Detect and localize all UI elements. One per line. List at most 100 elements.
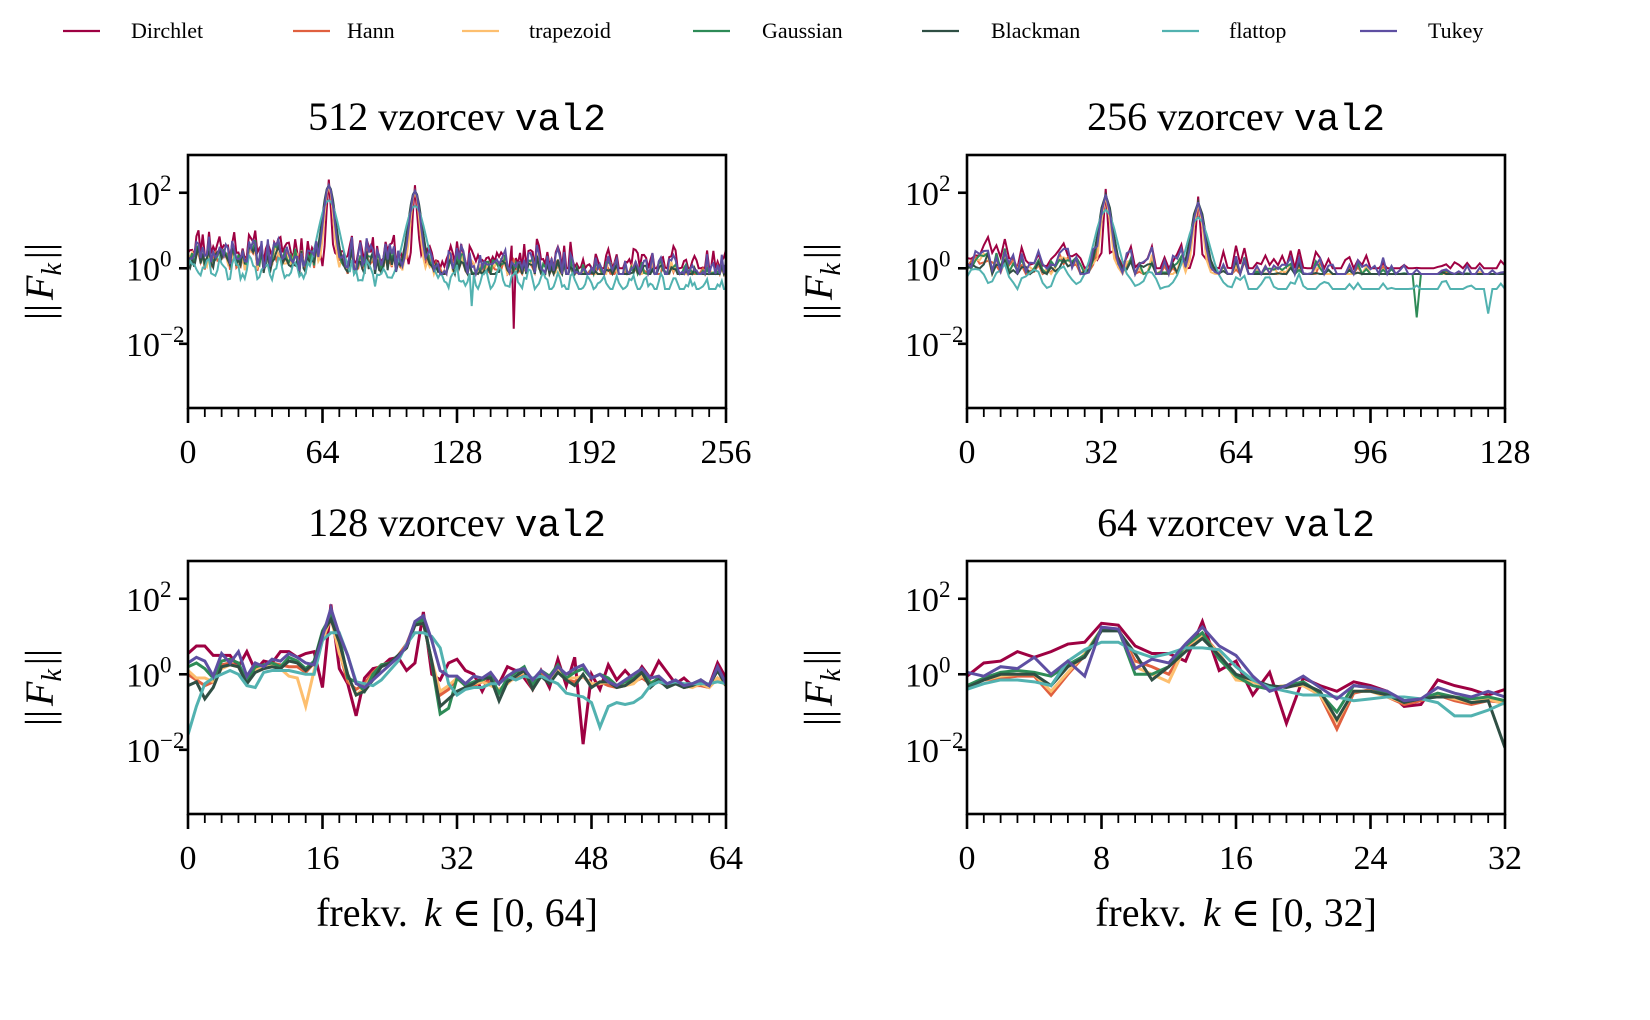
- y-tick-exponent: 2: [939, 577, 951, 602]
- plot-frame: [965, 153, 1507, 410]
- y-axis-label: ||Fk||: [17, 649, 68, 726]
- svg-text:||Fk||: ||Fk||: [796, 243, 847, 320]
- x-tick-label: 0: [959, 434, 976, 471]
- panel-title: 128 vzorcev val2: [308, 500, 606, 548]
- legend-label: Gaussian: [762, 18, 843, 43]
- y-tick-label: 10: [126, 657, 160, 694]
- series-line-tukey: [188, 182, 726, 278]
- y-tick-label: 10: [905, 582, 939, 619]
- series-group: [188, 603, 726, 745]
- svg-text:||Fk||: ||Fk||: [796, 649, 847, 726]
- y-tick-exponent: −2: [160, 322, 184, 347]
- x-tick-label: 16: [1219, 840, 1253, 877]
- x-tick-label: 128: [432, 434, 483, 471]
- series-line-blackman: [188, 616, 726, 710]
- svg-text:||Fk||: ||Fk||: [17, 243, 68, 320]
- panel-title-text: 128 vzorcev: [308, 500, 515, 545]
- x-tick-label: 32: [1085, 434, 1119, 471]
- series-line-tukey: [967, 624, 1505, 703]
- y-tick-label: 10: [126, 327, 160, 364]
- panel-title-code: val2: [515, 505, 606, 548]
- y-tick-label: 10: [126, 733, 160, 770]
- y-tick-label: 10: [905, 733, 939, 770]
- y-tick-label: 10: [905, 327, 939, 364]
- x-tick-label: 96: [1354, 434, 1388, 471]
- legend-entry-flattop[interactable]: flattop: [1162, 18, 1286, 43]
- x-tick-label: 256: [701, 434, 752, 471]
- legend-entry-gaussian[interactable]: Gaussian: [693, 18, 843, 43]
- y-tick-label: 10: [126, 251, 160, 288]
- panel-title-code: val2: [1284, 505, 1375, 548]
- legend-entry-dirchlet[interactable]: Dirchlet: [63, 18, 203, 43]
- panel-title: 256 vzorcev val2: [1087, 94, 1385, 142]
- y-tick-label: 10: [126, 176, 160, 213]
- series-group: [967, 188, 1505, 318]
- panel-title-text: 512 vzorcev: [308, 94, 515, 139]
- y-axis-label: ||Fk||: [796, 649, 847, 726]
- x-tick-label: 64: [1219, 434, 1253, 471]
- x-tick-label: 32: [1488, 840, 1522, 877]
- legend-label: trapezoid: [529, 18, 611, 43]
- y-tick-exponent: −2: [939, 322, 963, 347]
- y-tick-label: 10: [126, 582, 160, 619]
- y-tick-exponent: −2: [939, 728, 963, 753]
- legend-entry-tukey[interactable]: Tukey: [1360, 18, 1483, 43]
- series-line-dirchlet: [967, 617, 1505, 728]
- x-tick-label: 0: [959, 840, 976, 877]
- y-axis-label: ||Fk||: [17, 243, 68, 320]
- series-group: [967, 617, 1505, 749]
- y-tick-label: 10: [905, 176, 939, 213]
- x-tick-label: 192: [566, 434, 617, 471]
- plot-frame: [186, 559, 728, 816]
- plot-frame: [186, 153, 728, 410]
- series-line-gaussian: [188, 612, 726, 717]
- series-line-dirchlet: [967, 188, 1505, 272]
- series-group: [188, 179, 726, 329]
- x-tick-label: 8: [1093, 840, 1110, 877]
- legend-label: Dirchlet: [131, 18, 203, 43]
- x-tick-label: 24: [1354, 840, 1388, 877]
- y-tick-exponent: 0: [160, 246, 172, 271]
- x-tick-label: 32: [440, 840, 474, 877]
- panel-title-text: 64 vzorcev: [1097, 500, 1284, 545]
- y-tick-label: 10: [905, 657, 939, 694]
- legend-label: flattop: [1229, 18, 1286, 43]
- legend-entry-trapezoid[interactable]: trapezoid: [462, 18, 611, 43]
- x-tick-label: 64: [709, 840, 743, 877]
- y-tick-exponent: 2: [160, 171, 172, 196]
- x-tick-label: 16: [306, 840, 340, 877]
- legend-label: Hann: [347, 18, 395, 43]
- x-axis-label: frekv. k ∈ [0, 64]: [316, 890, 598, 935]
- series-line-blackman: [967, 191, 1505, 278]
- series-line-tukey: [188, 603, 726, 690]
- panel-title: 64 vzorcev val2: [1097, 500, 1375, 548]
- y-tick-exponent: 0: [939, 652, 951, 677]
- x-tick-label: 128: [1480, 434, 1531, 471]
- y-axis-label: ||Fk||: [796, 243, 847, 320]
- legend-entry-hann[interactable]: Hann: [293, 18, 395, 43]
- y-tick-exponent: 2: [160, 577, 172, 602]
- legend: Dirchlet Hann trapezoid Gaussian Blackman fla…: [63, 18, 1483, 43]
- panel-title-code: val2: [1294, 99, 1385, 142]
- legend-entry-blackman[interactable]: Blackman: [922, 18, 1080, 43]
- x-tick-label: 0: [180, 434, 197, 471]
- legend-label: Blackman: [991, 18, 1080, 43]
- x-tick-label: 0: [180, 840, 197, 877]
- panel-title-code: val2: [515, 99, 606, 142]
- panel-title-text: 256 vzorcev: [1087, 94, 1294, 139]
- y-tick-exponent: −2: [160, 728, 184, 753]
- x-axis-label: frekv. k ∈ [0, 32]: [1095, 890, 1377, 935]
- series-line-tukey: [967, 194, 1505, 278]
- y-tick-exponent: 0: [160, 652, 172, 677]
- y-tick-exponent: 0: [939, 246, 951, 271]
- series-line-flattop: [188, 199, 726, 307]
- legend-label: Tukey: [1428, 18, 1483, 43]
- x-tick-label: 64: [306, 434, 340, 471]
- svg-text:||Fk||: ||Fk||: [17, 649, 68, 726]
